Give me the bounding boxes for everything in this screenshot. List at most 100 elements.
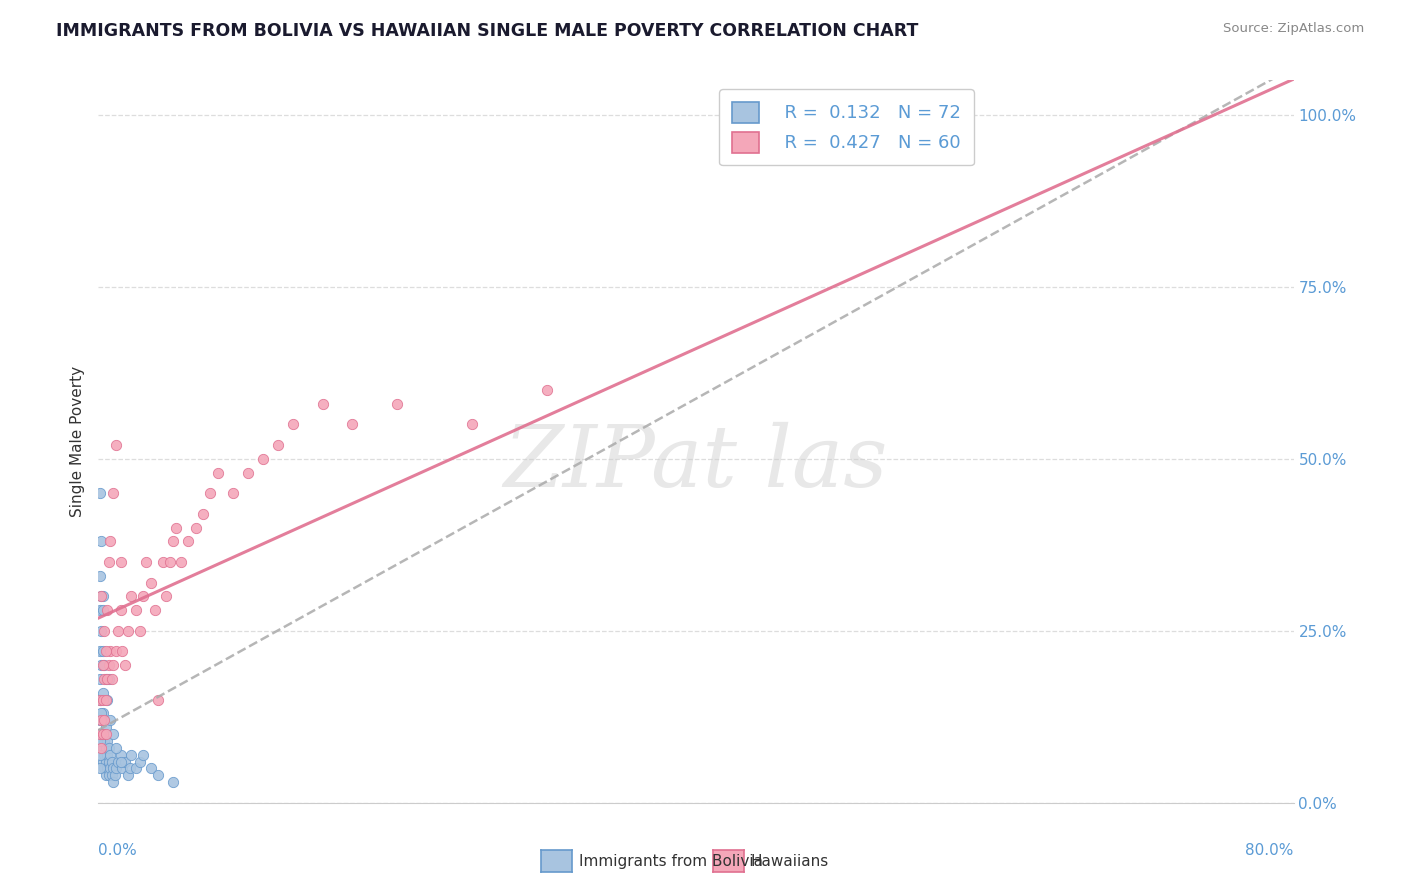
Point	[162, 534, 184, 549]
Point	[105, 740, 128, 755]
Point	[90, 740, 112, 755]
Point	[93, 672, 115, 686]
Point	[93, 713, 115, 727]
Point	[101, 768, 124, 782]
Point	[98, 644, 122, 658]
Point	[94, 755, 117, 769]
Point	[90, 713, 112, 727]
Point	[91, 590, 114, 604]
Point	[89, 734, 111, 748]
Point	[94, 740, 117, 755]
Point	[111, 761, 134, 775]
Point	[98, 761, 122, 775]
Point	[184, 520, 207, 534]
Point	[267, 438, 290, 452]
Point	[97, 768, 120, 782]
Point	[105, 644, 128, 658]
Point	[90, 534, 112, 549]
Point	[107, 755, 129, 769]
Point	[90, 706, 112, 721]
Point	[135, 555, 157, 569]
Point	[200, 486, 222, 500]
Point	[311, 397, 333, 411]
Point	[93, 747, 115, 762]
Text: ZIPat las: ZIPat las	[503, 422, 889, 505]
Point	[94, 644, 117, 658]
Point	[129, 755, 152, 769]
Point	[94, 692, 117, 706]
Point	[90, 590, 112, 604]
Point	[91, 727, 114, 741]
Point	[98, 534, 122, 549]
Point	[89, 644, 111, 658]
Point	[97, 658, 120, 673]
Point	[536, 383, 558, 397]
Point	[152, 555, 174, 569]
Point	[97, 555, 120, 569]
Point	[207, 466, 229, 480]
Point	[97, 755, 120, 769]
Point	[96, 672, 118, 686]
Point	[96, 761, 118, 775]
Point	[110, 747, 132, 762]
Point	[94, 672, 117, 686]
Point	[103, 727, 125, 741]
Point	[89, 692, 111, 706]
Point	[96, 692, 118, 706]
Point	[89, 486, 111, 500]
Point	[107, 624, 129, 638]
Point	[89, 761, 111, 775]
Point	[94, 768, 117, 782]
Point	[89, 713, 111, 727]
Point	[89, 727, 111, 741]
Point	[125, 603, 148, 617]
Point	[91, 706, 114, 721]
Point	[91, 727, 114, 741]
Legend:   R =  0.132   N = 72,   R =  0.427   N = 60: R = 0.132 N = 72, R = 0.427 N = 60	[718, 89, 974, 165]
Point	[129, 624, 152, 638]
Point	[105, 438, 128, 452]
Point	[114, 755, 136, 769]
Text: Immigrants from Bolivia: Immigrants from Bolivia	[579, 854, 763, 869]
Point	[104, 768, 127, 782]
Point	[110, 555, 132, 569]
Point	[89, 672, 111, 686]
Point	[91, 603, 114, 617]
Y-axis label: Single Male Poverty: Single Male Poverty	[69, 366, 84, 517]
Point	[118, 761, 141, 775]
Point	[117, 768, 139, 782]
Point	[90, 727, 112, 741]
Point	[103, 761, 125, 775]
Point	[236, 466, 259, 480]
Point	[96, 734, 118, 748]
Point	[162, 775, 184, 789]
Point	[93, 734, 115, 748]
Point	[89, 692, 111, 706]
Point	[89, 747, 111, 762]
Point	[165, 520, 187, 534]
Text: 0.0%: 0.0%	[98, 843, 138, 857]
Point	[101, 755, 124, 769]
Text: Source: ZipAtlas.com: Source: ZipAtlas.com	[1223, 22, 1364, 36]
Point	[93, 761, 115, 775]
Point	[93, 624, 115, 638]
Point	[91, 740, 114, 755]
Point	[91, 644, 114, 658]
Point	[132, 590, 155, 604]
Point	[139, 761, 162, 775]
Point	[105, 761, 128, 775]
Point	[222, 486, 245, 500]
Point	[94, 727, 117, 741]
Point	[89, 568, 111, 582]
Point	[159, 555, 181, 569]
Point	[91, 755, 114, 769]
Point	[155, 590, 177, 604]
Text: IMMIGRANTS FROM BOLIVIA VS HAWAIIAN SINGLE MALE POVERTY CORRELATION CHART: IMMIGRANTS FROM BOLIVIA VS HAWAIIAN SING…	[56, 22, 918, 40]
Point	[143, 603, 166, 617]
Point	[93, 658, 115, 673]
Point	[117, 624, 139, 638]
Point	[132, 747, 155, 762]
Point	[385, 397, 409, 411]
Text: Hawaiians: Hawaiians	[751, 854, 830, 869]
Point	[191, 507, 214, 521]
